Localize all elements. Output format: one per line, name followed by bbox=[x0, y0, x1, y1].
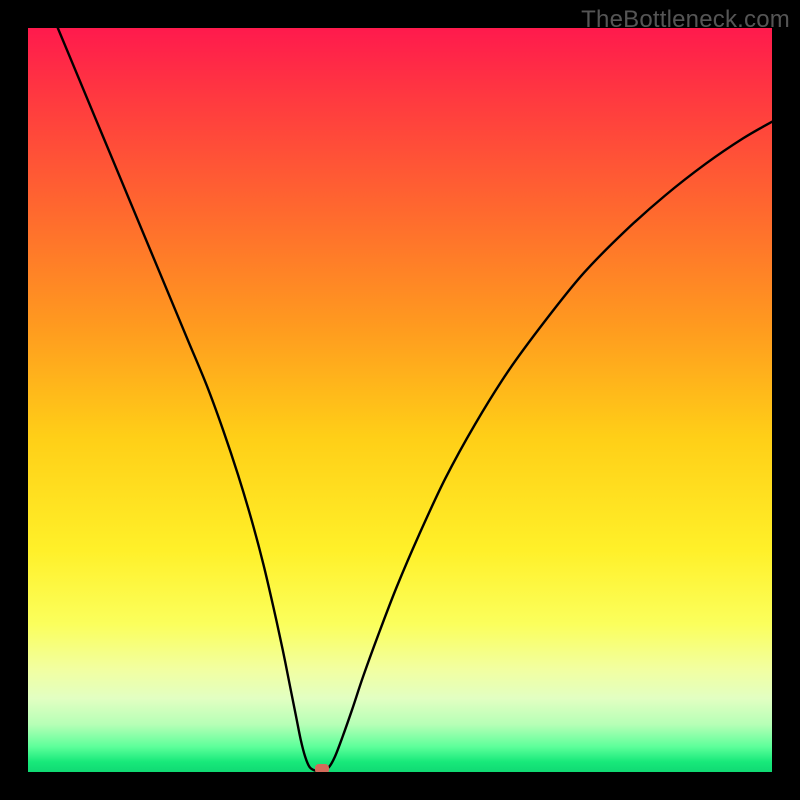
chart-container: TheBottleneck.com bbox=[0, 0, 800, 800]
watermark-text: TheBottleneck.com bbox=[581, 6, 790, 34]
curve-svg bbox=[28, 28, 773, 773]
plot-area bbox=[28, 28, 773, 773]
minimum-marker bbox=[315, 764, 329, 773]
bottleneck-curve bbox=[58, 28, 773, 771]
